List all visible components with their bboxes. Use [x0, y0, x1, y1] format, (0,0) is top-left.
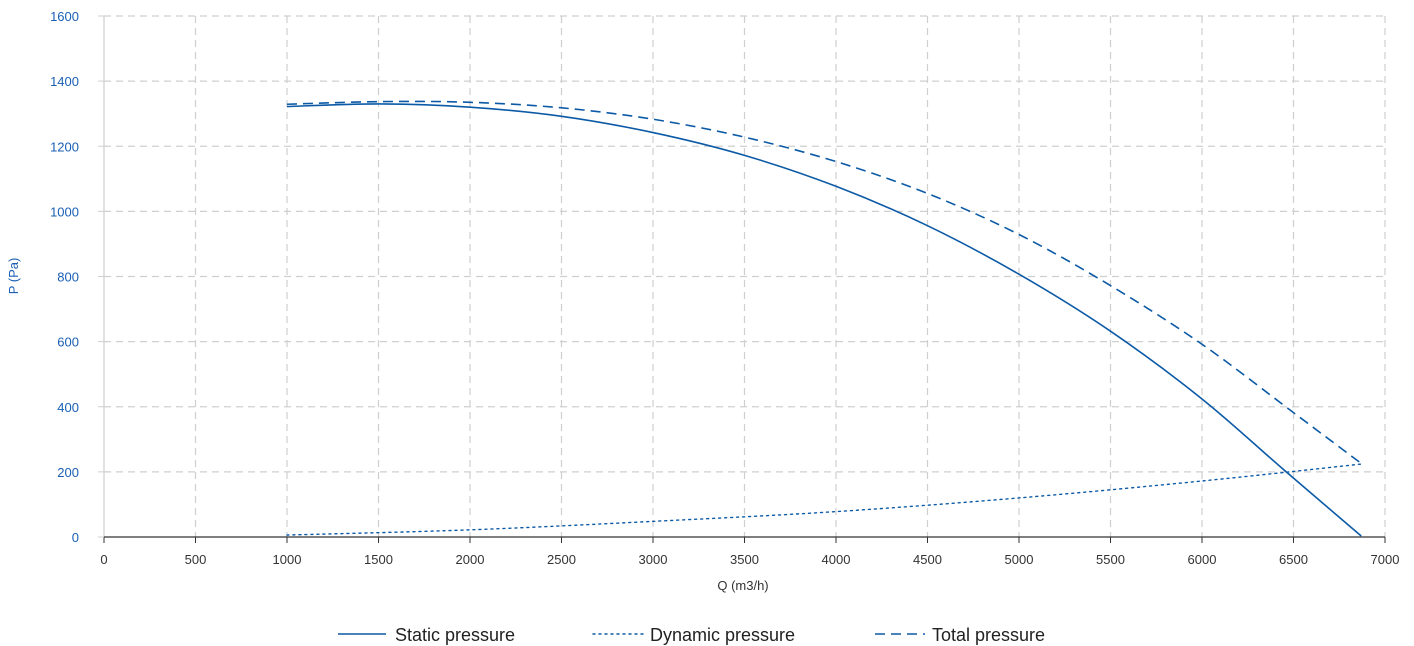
y-axis-ticks: 0 200 400 600 800 1000 1200 1400 1600: [50, 9, 104, 545]
y-tick-label: 0: [72, 530, 79, 545]
x-tick-label: 6500: [1279, 552, 1308, 567]
y-tick-label: 800: [57, 270, 79, 285]
x-axis-title: Q (m3/h): [717, 578, 768, 593]
y-tick-label: 1000: [50, 204, 79, 219]
y-tick-label: 1200: [50, 139, 79, 154]
x-axis-ticks: 0 500 1000 1500 2000 2500 3000 3500 4000 4500 5000…: [100, 537, 1399, 567]
y-tick-label: 1400: [50, 74, 79, 89]
y-axis-title: P (Pa): [6, 258, 21, 295]
legend-label-dynamic: Dynamic pressure: [650, 625, 795, 645]
legend-item-static-pressure[interactable]: Static pressure: [338, 625, 515, 645]
series-line-total-pressure[interactable]: [286, 100, 1362, 465]
x-tick-label: 500: [185, 552, 207, 567]
x-tick-label: 1500: [364, 552, 393, 567]
x-tick-label: 2500: [547, 552, 576, 567]
x-tick-label: 3500: [730, 552, 759, 567]
legend-item-dynamic-pressure[interactable]: Dynamic pressure: [592, 625, 795, 645]
grid-lines: [104, 15, 1386, 537]
x-tick-label: 3000: [639, 552, 668, 567]
series-line-dynamic-pressure[interactable]: [286, 463, 1362, 536]
x-tick-label: 5500: [1096, 552, 1125, 567]
x-tick-label: 4000: [822, 552, 851, 567]
x-tick-label: 0: [100, 552, 107, 567]
x-tick-label: 4500: [913, 552, 942, 567]
series-line-static-pressure[interactable]: [286, 103, 1362, 537]
legend-label-total: Total pressure: [932, 625, 1045, 645]
x-tick-label: 1000: [273, 552, 302, 567]
legend-item-total-pressure[interactable]: Total pressure: [875, 625, 1045, 645]
x-tick-label: 6000: [1188, 552, 1217, 567]
y-tick-label: 600: [57, 335, 79, 350]
y-tick-label: 1600: [50, 9, 79, 24]
legend-label-static: Static pressure: [395, 625, 515, 645]
y-tick-label: 200: [57, 465, 79, 480]
x-tick-label: 7000: [1371, 552, 1400, 567]
x-tick-label: 5000: [1005, 552, 1034, 567]
y-tick-label: 400: [57, 400, 79, 415]
x-tick-label: 2000: [456, 552, 485, 567]
series-lines: [286, 100, 1362, 537]
legend: Static pressure Dynamic pressure Total p…: [338, 625, 1045, 645]
